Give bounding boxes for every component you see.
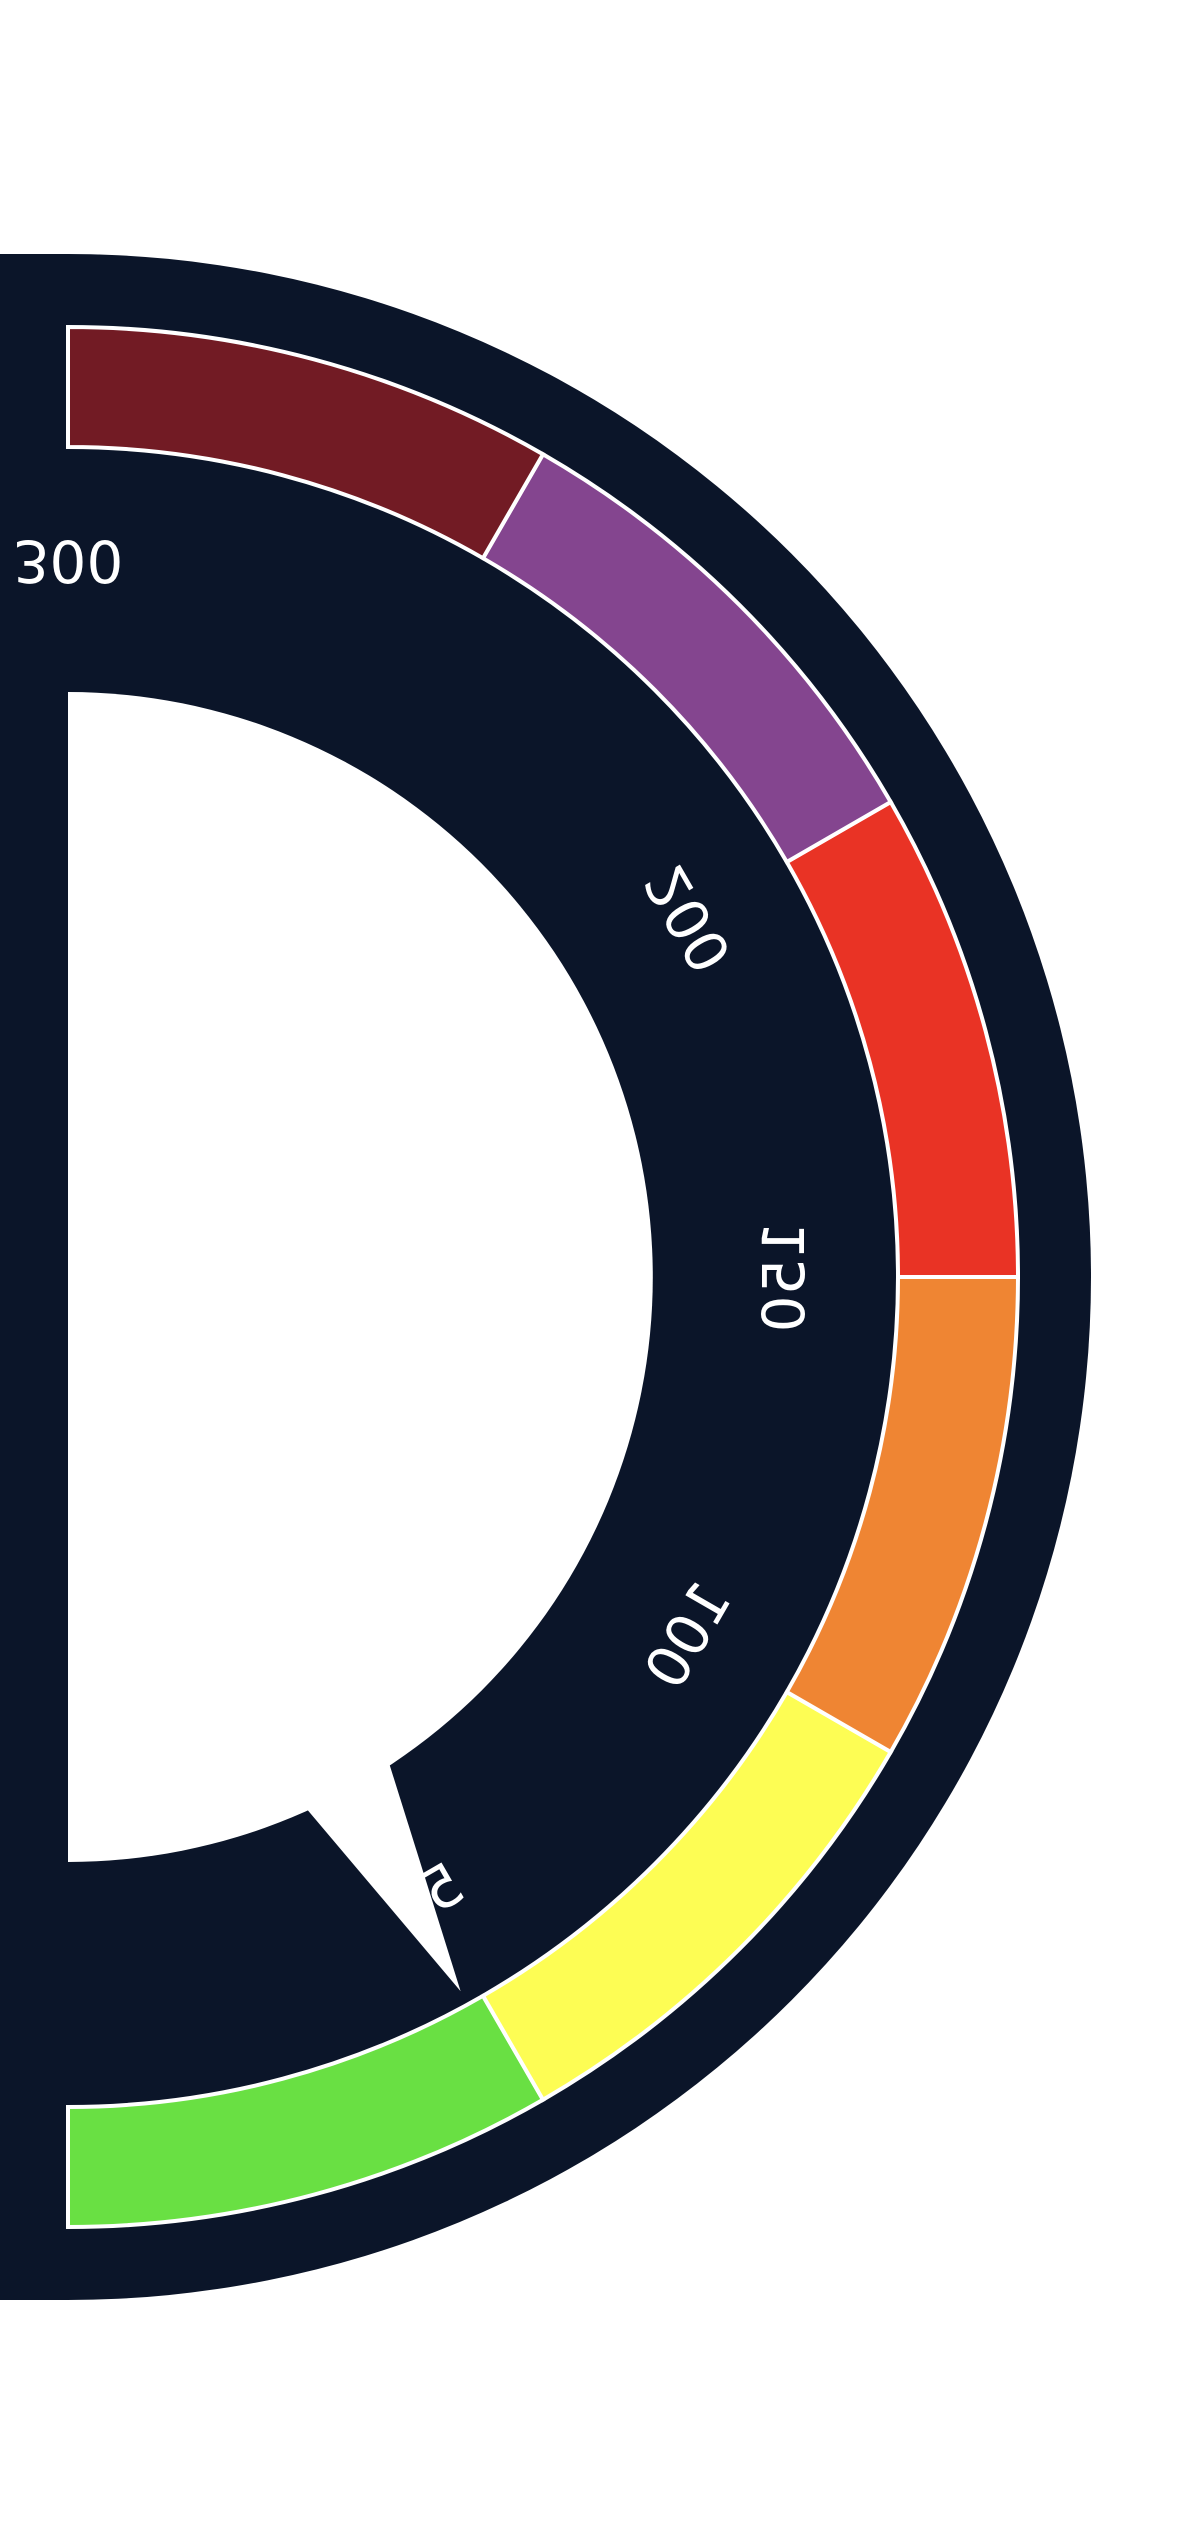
dial-center-hole xyxy=(68,692,653,1862)
gauge-needle xyxy=(294,1745,461,1992)
tick-label-300: 300 xyxy=(13,527,124,595)
tick-label-150: 150 xyxy=(750,1222,818,1333)
gauge-band-5 xyxy=(66,324,546,561)
